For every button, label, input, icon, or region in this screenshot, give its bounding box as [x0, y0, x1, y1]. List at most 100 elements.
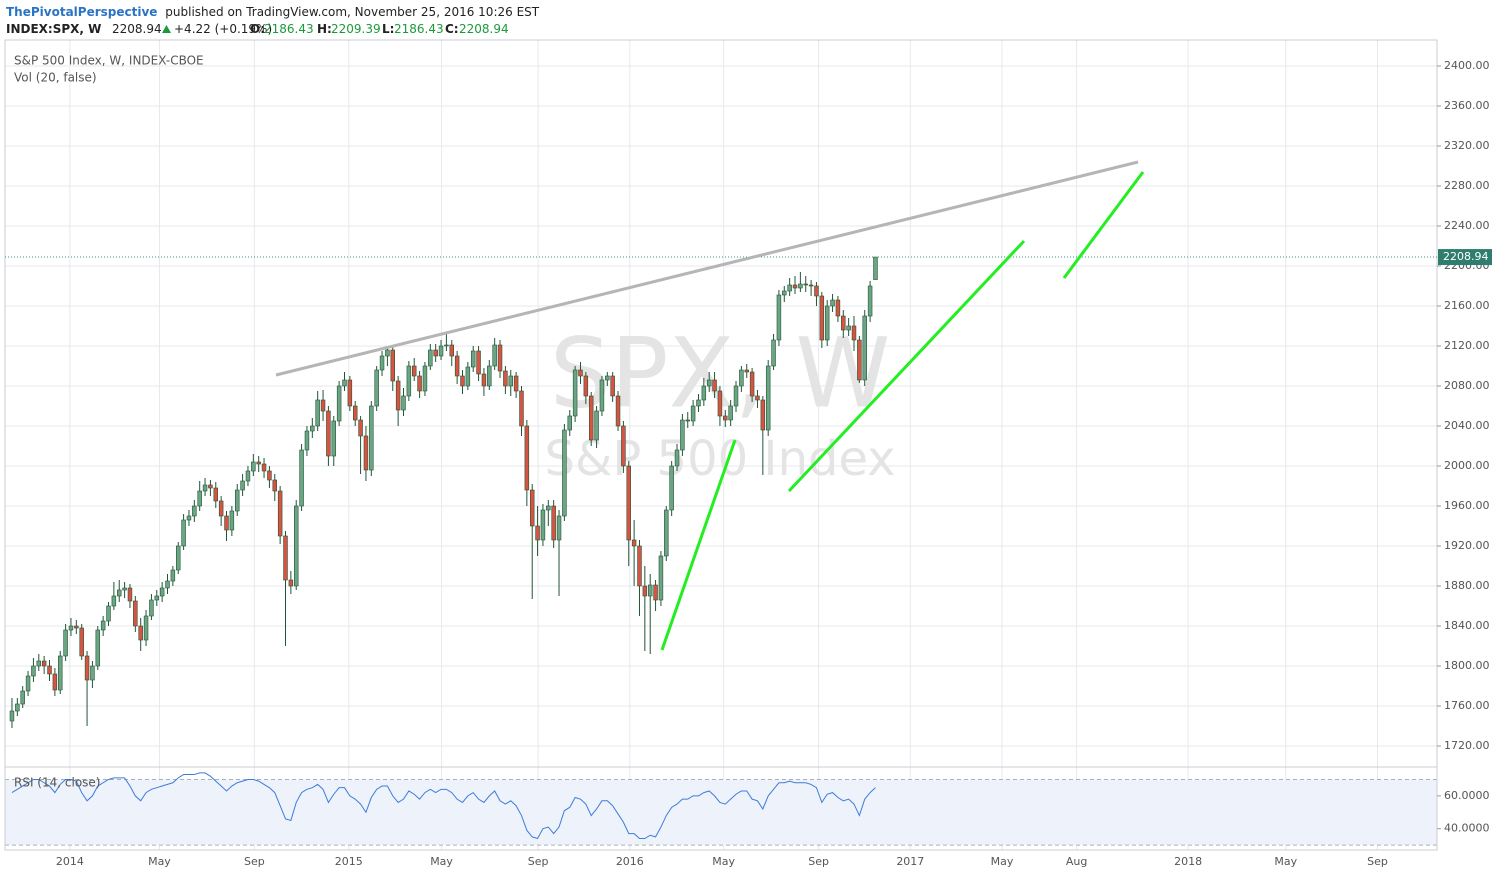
candle-body	[653, 584, 658, 601]
candle-body	[390, 349, 395, 382]
last-price-label: 2208.94	[1443, 250, 1489, 263]
candle-body	[733, 385, 739, 407]
candle-body	[267, 470, 272, 481]
y-tick-label: 2400.00	[1444, 59, 1490, 72]
candle-body	[106, 605, 111, 622]
y-tick-label: 2040.00	[1444, 419, 1490, 432]
candle-body	[706, 379, 712, 387]
candle-body	[25, 675, 31, 692]
y-tick-label: 2240.00	[1444, 219, 1490, 232]
candle-body	[460, 375, 465, 387]
candle-body	[814, 285, 819, 297]
x-tick-label: May	[991, 855, 1014, 868]
candle-body	[9, 710, 15, 722]
candle-body	[79, 627, 84, 657]
y-tick-label: 1840.00	[1444, 619, 1490, 632]
candle-body	[824, 305, 830, 341]
c-label: C:	[445, 22, 459, 36]
candle-body	[122, 587, 127, 591]
x-tick-label: 2016	[616, 855, 644, 868]
candle-body	[551, 505, 556, 541]
candle-body	[133, 600, 138, 627]
trend-line	[787, 239, 1026, 493]
candle-body	[117, 589, 122, 597]
candle-body	[717, 390, 723, 417]
candle-body	[647, 584, 653, 597]
x-tick-label: Aug	[1066, 855, 1087, 868]
x-tick-label: 2017	[896, 855, 924, 868]
candle-body	[626, 465, 631, 541]
candle-body	[476, 350, 481, 375]
x-tick-label: Sep	[244, 855, 265, 868]
candle-body	[712, 379, 717, 392]
candle-body	[149, 599, 154, 617]
candle-body	[181, 519, 186, 547]
candle-body	[283, 535, 288, 581]
candle-body	[615, 395, 621, 427]
candle-body	[529, 489, 535, 527]
y-tick-label: 1880.00	[1444, 579, 1490, 592]
y-tick-label: 2280.00	[1444, 179, 1490, 192]
candle-body	[234, 489, 240, 512]
candle-body	[15, 703, 20, 712]
candle-body	[138, 625, 143, 641]
candle-body	[342, 379, 347, 387]
rsi-band-fill	[5, 779, 1437, 846]
candle-body	[229, 510, 235, 531]
y-tick-label: 1960.00	[1444, 499, 1490, 512]
candle-body	[728, 405, 733, 421]
candle-body	[379, 355, 385, 371]
candle-body	[251, 461, 256, 472]
candle-body	[47, 665, 52, 675]
candle-body	[170, 569, 176, 582]
candle-body	[288, 579, 294, 587]
last-price-box	[1438, 249, 1492, 266]
up-arrow	[162, 25, 171, 33]
candle-body	[851, 325, 857, 341]
y-tick-label: 1800.00	[1444, 659, 1490, 672]
open-value: 2186.43	[264, 22, 314, 36]
close-value: 2208.94	[459, 22, 509, 36]
candle-body	[84, 655, 90, 681]
chart-title: S&P 500 Index, W, INDEX-CBOE	[14, 54, 204, 68]
x-tick-label: May	[1274, 855, 1297, 868]
candle-body	[428, 349, 433, 367]
trend-line	[1062, 171, 1145, 279]
x-tick-label: 2014	[56, 855, 84, 868]
candle-body	[95, 629, 101, 667]
candle-body	[497, 344, 503, 372]
candle-body	[358, 419, 363, 437]
candle-body	[696, 399, 701, 407]
candle-body	[835, 299, 841, 317]
candle-body	[873, 256, 878, 280]
candle-body	[749, 371, 755, 397]
candle-body	[535, 525, 540, 541]
candle-body	[487, 365, 492, 387]
last-price: 2208.94	[112, 22, 162, 36]
x-tick-label: 2018	[1174, 855, 1202, 868]
candle-body	[159, 587, 165, 597]
candle-body	[202, 484, 208, 492]
candle-body	[256, 461, 261, 465]
candle-body	[862, 315, 867, 381]
candle-body	[599, 379, 605, 412]
candle-body	[36, 660, 42, 667]
y2-tick-label: 60.0000	[1444, 789, 1490, 802]
candle-body	[352, 405, 358, 421]
candle-body	[197, 490, 202, 507]
candle-body	[444, 344, 449, 347]
candle-body	[111, 595, 117, 607]
candle-body	[680, 419, 685, 451]
candle-body	[374, 369, 379, 407]
legend-entry: RSI (14, close)	[14, 776, 100, 790]
chart-subtitle: Vol (20, false)	[14, 71, 97, 85]
candle-body	[143, 615, 149, 641]
y-tick-label: 1920.00	[1444, 539, 1490, 552]
candle-body	[385, 349, 390, 357]
candle-body	[74, 625, 79, 629]
candle-body	[465, 366, 471, 387]
candle-body	[776, 294, 782, 341]
candle-body	[572, 369, 578, 417]
candle-body	[771, 339, 776, 367]
